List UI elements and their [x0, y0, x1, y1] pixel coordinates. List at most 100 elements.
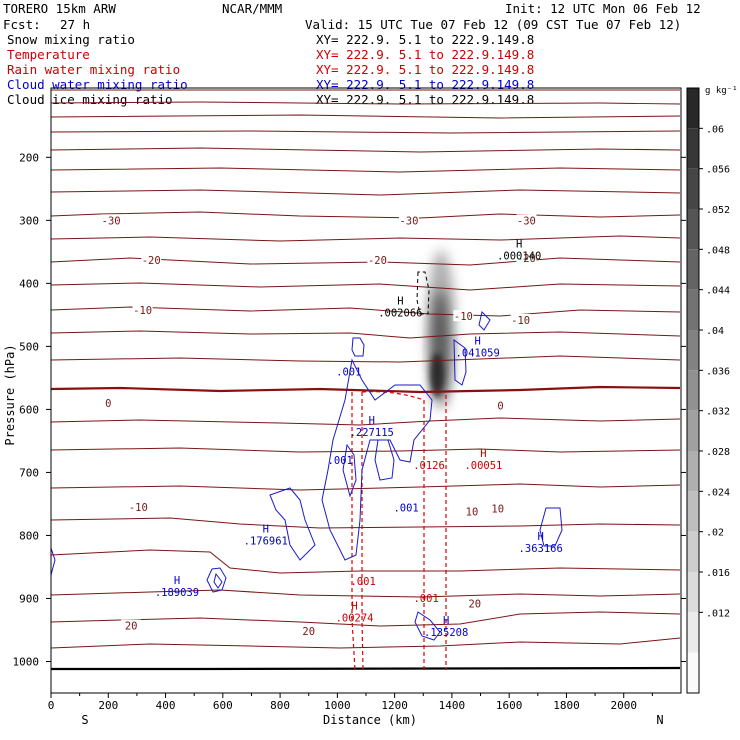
forecast-label: Fcst: [3, 17, 41, 32]
extremum-value: .041059 [456, 348, 500, 360]
isotherm-label: -20 [142, 255, 161, 267]
valid-time: Valid: 15 UTC Tue 07 Feb 12 (09 CST Tue … [305, 17, 681, 32]
colorbar-tick-label: .012 [706, 608, 730, 619]
y-tick-label: 900 [19, 592, 39, 605]
extremum-value: .227115 [350, 427, 394, 439]
y-tick-label: 600 [19, 403, 39, 416]
x-tick-label: 2000 [610, 699, 637, 712]
field-name-cloud-ice: Cloud ice mixing ratio [7, 92, 173, 107]
contour-value-label: .001 [328, 455, 353, 467]
contour-value-label: .001 [413, 593, 438, 605]
extremum-value: .176961 [244, 535, 288, 547]
y-tick-label: 400 [19, 277, 39, 290]
x-axis-label: Distance (km) [323, 713, 417, 727]
field-name-temperature: Temperature [7, 47, 90, 62]
x-tick-label: 1400 [439, 699, 466, 712]
field-xy-cloud-ice: XY= 222.9. 5.1 to 222.9.149.8 [316, 92, 534, 107]
x-tick-label: 800 [270, 699, 290, 712]
colorbar-segment [687, 410, 699, 451]
colorbar-tick-label: .056 [706, 165, 730, 176]
extremum-marker: H [480, 448, 486, 460]
extremum-marker: H [397, 295, 403, 307]
x-tick-label: 200 [98, 699, 118, 712]
extremum-value: .000140 [497, 251, 541, 263]
isotherm-label-bg [453, 310, 474, 322]
colorbar-segment [687, 491, 699, 532]
isotherm-label-bg [141, 254, 162, 266]
extremum-marker: H [475, 336, 481, 348]
x-axis-north-label: N [656, 713, 663, 727]
x-tick-label: 600 [213, 699, 233, 712]
y-axis-label: Pressure (hPa) [3, 344, 17, 445]
contour-value-label: .0126 [413, 460, 445, 472]
extremum-marker: H [351, 600, 357, 612]
isotherm-label-bg [398, 214, 419, 226]
x-tick-label: 1800 [553, 699, 580, 712]
colorbar-tick-label: .032 [706, 407, 730, 418]
extremum-value: .002066 [378, 307, 422, 319]
extremum-value: .363166 [519, 543, 563, 555]
x-tick-label: 0 [48, 699, 55, 712]
isotherm-label-bg [128, 501, 149, 513]
isotherm-label-bg [464, 597, 485, 609]
isotherm-label: 20 [302, 626, 315, 638]
colorbar-tick-label: .04 [706, 326, 724, 337]
isotherm-label-bg [461, 505, 482, 517]
extremum-value: .189039 [155, 587, 199, 599]
colorbar-tick-label: .044 [706, 286, 730, 297]
extremum-marker: H [263, 523, 269, 535]
isotherm-label-bg [101, 214, 122, 226]
x-tick-label: 1600 [496, 699, 523, 712]
colorbar-segment [687, 289, 699, 330]
field-name-rain: Rain water mixing ratio [7, 62, 180, 77]
isotherm-label-bg [510, 313, 531, 325]
field-name-snow: Snow mixing ratio [7, 32, 135, 47]
cloud-water-contours [51, 311, 563, 641]
isotherm-label: 10 [491, 503, 504, 515]
extremum-marker: H [516, 239, 522, 251]
colorbar-unit: g kg⁻¹ [705, 86, 738, 96]
colorbar-tick-label: .016 [706, 568, 730, 579]
isotherm-label: 0 [105, 398, 111, 410]
field-legend: Snow mixing ratio XY= 222.9. 5.1 to 222.… [7, 32, 534, 107]
isotherm-label-bg [121, 619, 142, 631]
header: TORERO 15km ARW NCAR/MMM Init: 12 UTC Mo… [3, 1, 701, 32]
isotherm-label: 20 [468, 599, 481, 611]
colorbar-frame [686, 87, 700, 694]
isotherm-label: -30 [399, 215, 418, 227]
colorbar-tick-label: .052 [706, 205, 730, 216]
colorbar-segment [687, 652, 699, 693]
snow-shading [427, 250, 455, 410]
contour-value-label: .001 [336, 367, 361, 379]
colorbar-segment [687, 612, 699, 653]
isotherm-label: -20 [368, 255, 387, 267]
x-tick-label: 400 [156, 699, 176, 712]
temperature-isotherms [51, 89, 681, 671]
extremum-marker: H [369, 415, 375, 427]
extremum-marker: H [538, 531, 544, 543]
colorbar-tick-label: .06 [706, 124, 724, 135]
isotherm-label: 20 [125, 621, 138, 633]
isotherm-label: -10 [454, 311, 473, 323]
colorbar-segment [687, 572, 699, 613]
colorbar-segment [687, 531, 699, 572]
colorbar-segment [687, 451, 699, 492]
isotherm-label: -30 [102, 215, 121, 227]
field-xy-rain: XY= 222.9. 5.1 to 222.9.149.8 [316, 62, 534, 77]
isotherm-label-bg [516, 252, 537, 264]
isotherm-label: -10 [133, 305, 152, 317]
extremum-value: .00274 [336, 612, 374, 624]
contour-value-label: .001 [350, 576, 375, 588]
y-tick-label: 200 [19, 151, 39, 164]
isotherm-label-bg [367, 254, 388, 266]
init-time: Init: 12 UTC Mon 06 Feb 12 [505, 1, 701, 16]
model-name: TORERO 15km ARW [3, 1, 116, 16]
x-tick-label: 1200 [381, 699, 408, 712]
isotherm-label-bg [487, 502, 508, 514]
x-axis-south-label: S [81, 713, 88, 727]
colorbar-tick-label: .028 [706, 447, 730, 458]
y-tick-label: 300 [19, 214, 39, 227]
colorbar-tick-label: .036 [706, 366, 730, 377]
colorbar-tick-label: .024 [706, 487, 730, 498]
extremum-value: .135208 [424, 627, 468, 639]
